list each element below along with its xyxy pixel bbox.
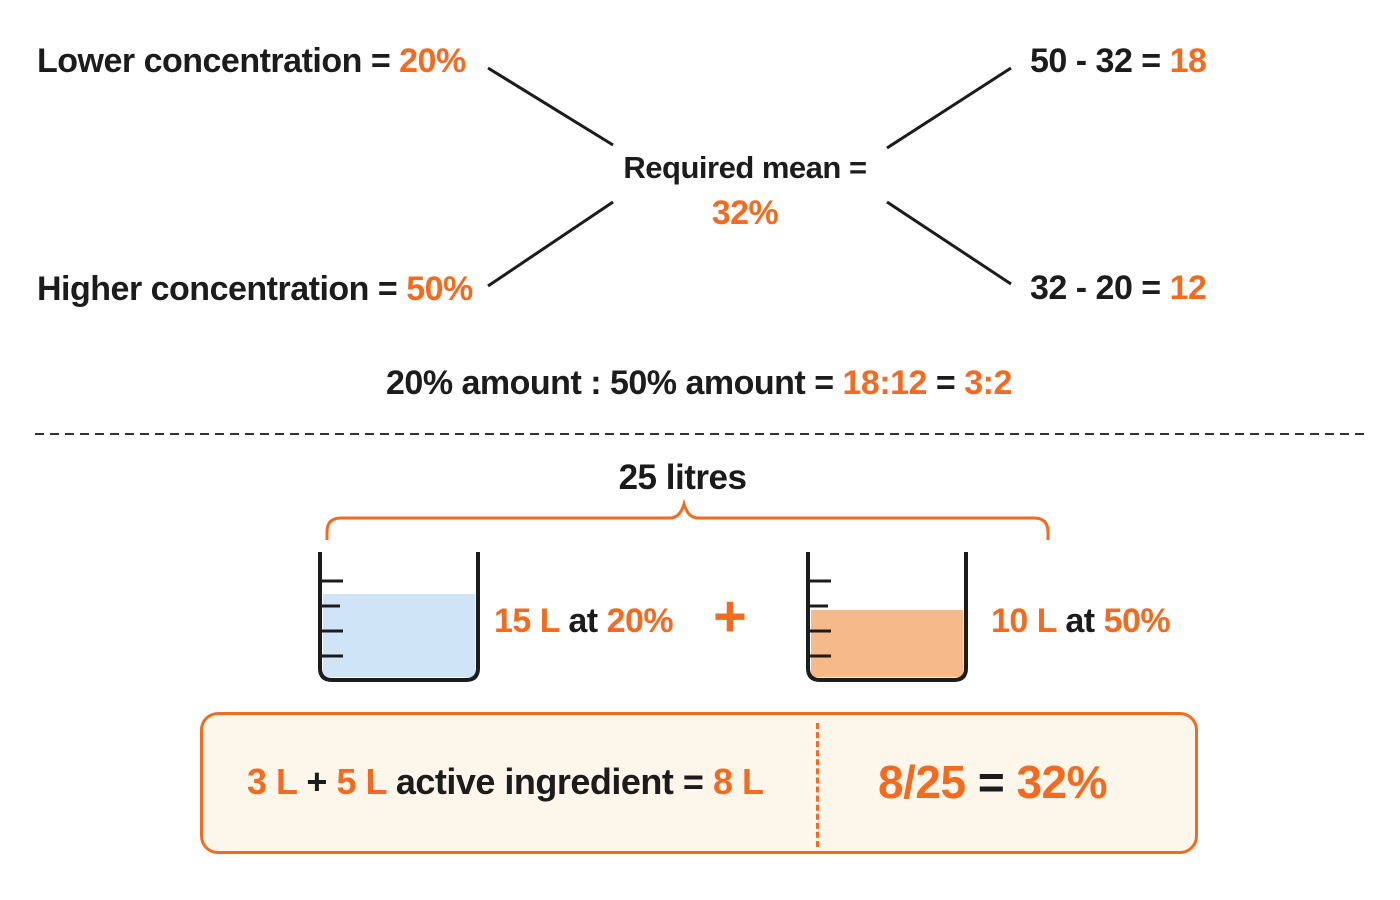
beaker-20-at: at bbox=[568, 602, 598, 640]
required-mean-label: Required mean = bbox=[623, 150, 867, 185]
higher-concentration: Higher concentration = 50% bbox=[37, 270, 473, 309]
difference-bottom: 32 - 20 = 12 bbox=[1030, 269, 1207, 308]
summary-panel: 3 L + 5 L active ingredient = 8 L 8/25 =… bbox=[200, 712, 1198, 854]
beaker-20-outline bbox=[318, 552, 480, 682]
summary-divider bbox=[816, 723, 819, 847]
line-mean-to-diff-top bbox=[886, 66, 1012, 150]
ratio-value-raw: 18:12 bbox=[842, 364, 928, 402]
final-equals: = bbox=[977, 756, 1005, 808]
active-total: 8 L bbox=[712, 761, 764, 802]
difference-bottom-value: 12 bbox=[1169, 269, 1207, 307]
lower-concentration-value: 20% bbox=[399, 42, 466, 80]
beaker-50-liquid bbox=[811, 610, 963, 677]
lower-concentration-label: Lower concentration = bbox=[37, 42, 391, 80]
final-concentration: 8/25 = 32% bbox=[878, 755, 1108, 809]
beaker-20-liquid bbox=[323, 594, 475, 677]
plus-sign: + bbox=[713, 584, 747, 649]
final-result: 32% bbox=[1016, 756, 1108, 808]
beaker-50-outline bbox=[806, 552, 968, 682]
beaker-20-amount: 15 L bbox=[494, 602, 560, 640]
difference-bottom-expr: 32 - 20 = bbox=[1030, 269, 1161, 307]
beaker-50-percent bbox=[806, 552, 968, 682]
beaker-50-concentration: 50% bbox=[1103, 602, 1171, 640]
lower-concentration: Lower concentration = 20% bbox=[37, 42, 466, 81]
total-brace bbox=[325, 498, 1050, 540]
total-volume: 25 litres bbox=[618, 458, 747, 497]
active-label: active ingredient = bbox=[395, 761, 704, 802]
line-mean-to-diff-bottom bbox=[886, 200, 1012, 286]
difference-top-expr: 50 - 32 = bbox=[1030, 42, 1161, 80]
beaker-20-percent bbox=[318, 552, 480, 682]
active-ingredient-sum: 3 L + 5 L active ingredient = 8 L bbox=[247, 761, 764, 803]
higher-concentration-value: 50% bbox=[406, 270, 473, 308]
beaker-50-caption: 10 L at 50% bbox=[991, 602, 1171, 641]
difference-top: 50 - 32 = 18 bbox=[1030, 42, 1207, 81]
required-mean-value: 32% bbox=[711, 194, 779, 232]
ratio-equals: = bbox=[935, 364, 956, 402]
ratio-line: 20% amount : 50% amount = 18:12 = 3:2 bbox=[386, 364, 1012, 403]
line-lower-to-mean bbox=[487, 66, 614, 147]
beaker-20-concentration: 20% bbox=[606, 602, 674, 640]
ratio-label: 20% amount : 50% amount = bbox=[386, 364, 834, 402]
final-fraction: 8/25 bbox=[878, 756, 966, 808]
required-mean: Required mean = 32% bbox=[600, 150, 890, 233]
line-higher-to-mean bbox=[487, 200, 614, 288]
beaker-20-caption: 15 L at 20% bbox=[494, 602, 674, 641]
ratio-value-simplified: 3:2 bbox=[964, 364, 1012, 402]
beaker-50-amount: 10 L bbox=[991, 602, 1057, 640]
active-plus: + bbox=[306, 761, 327, 802]
active-part-2: 5 L bbox=[336, 761, 387, 802]
difference-top-value: 18 bbox=[1169, 42, 1207, 80]
active-part-1: 3 L bbox=[247, 761, 297, 802]
beaker-50-at: at bbox=[1065, 602, 1095, 640]
higher-concentration-label: Higher concentration = bbox=[37, 270, 398, 308]
